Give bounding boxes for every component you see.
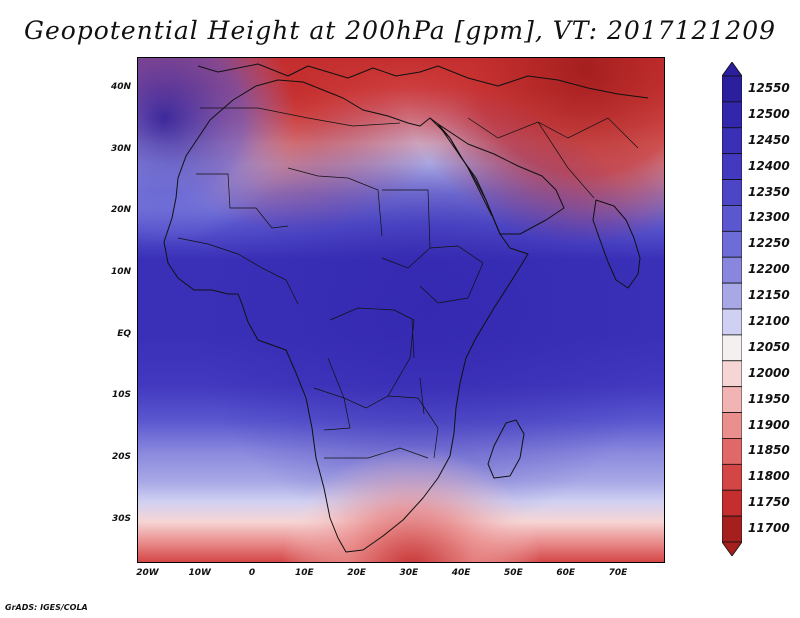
lat-tick-label: EQ — [117, 328, 131, 339]
colorbar-level-label: 12050 — [748, 339, 790, 354]
coastlines — [163, 63, 649, 553]
red-sea — [429, 117, 493, 217]
colorbar-max-arrow — [722, 62, 742, 77]
colorbar-level-label: 12550 — [748, 80, 790, 95]
border-west-africa — [177, 237, 299, 305]
border-iran-pak — [537, 121, 595, 199]
country-borders — [177, 107, 639, 459]
india-coastline — [592, 199, 641, 289]
map-canvas — [138, 58, 664, 562]
colorbar-level-label: 12100 — [748, 313, 790, 328]
colorbar-swatch — [722, 386, 742, 413]
border-lakes — [411, 319, 425, 415]
colorbar-swatch — [722, 360, 742, 388]
colorbar-level-label: 11900 — [748, 417, 790, 432]
border-sahara-north — [200, 107, 401, 127]
colorbar-level-label: 11750 — [748, 495, 790, 510]
lon-tick-label: 20E — [347, 568, 366, 578]
border-middle-east — [467, 117, 639, 149]
colorbar-swatch — [722, 282, 742, 310]
border-niger-chad — [287, 167, 383, 237]
lon-tick-label: 40E — [451, 568, 471, 578]
colorbar-level-label: 12450 — [748, 132, 790, 147]
lat-tick-label: 10S — [111, 390, 131, 401]
colorbar-swatch — [722, 127, 742, 155]
arabia-coastline — [437, 123, 565, 235]
colorbar-level-label: 12000 — [748, 365, 790, 380]
border-zambia-moz — [387, 395, 439, 459]
lon-tick-label: 20W — [136, 568, 159, 578]
colorbar-level-label: 12500 — [748, 106, 790, 121]
colorbar-level-label: 11700 — [748, 521, 790, 536]
colorbar-level-label: 12150 — [748, 288, 790, 303]
lon-tick-label: 70E — [608, 568, 628, 578]
grads-footer: GrADS: IGES/COLA — [5, 603, 88, 612]
colorbar-swatch — [722, 515, 742, 543]
border-drc — [327, 307, 415, 409]
colorbar-level-label: 12400 — [748, 158, 790, 173]
colorbar-swatch — [722, 489, 742, 517]
border-south-africa — [324, 447, 429, 459]
colorbar — [722, 62, 742, 556]
lat-tick-label: 30N — [110, 143, 131, 154]
colorbar-level-label: 11950 — [748, 391, 790, 406]
colorbar-level-label: 11800 — [748, 469, 790, 484]
colorbar-swatch — [722, 463, 742, 491]
colorbar-swatch — [722, 153, 742, 180]
colorbar-level-label: 12300 — [748, 210, 790, 225]
height-low-south — [138, 58, 664, 562]
colorbar-level-label: 12200 — [748, 262, 790, 277]
lon-tick-label: 0 — [248, 568, 256, 578]
colorbar-swatch — [722, 438, 742, 465]
colorbar-swatch — [722, 101, 742, 129]
colorbar-level-label: 11850 — [748, 443, 790, 458]
lon-tick-label: 60E — [556, 568, 576, 578]
colorbar-swatch — [722, 75, 742, 103]
colorbar-swatch — [722, 334, 742, 362]
lat-tick-label: 40N — [110, 81, 131, 92]
europe-coastline — [197, 63, 649, 99]
africa-coastline — [163, 79, 529, 553]
lon-tick-label: 10W — [188, 568, 211, 578]
madagascar-coastline — [487, 419, 525, 479]
lon-tick-label: 10E — [294, 568, 314, 578]
lat-tick-label: 30S — [111, 513, 131, 524]
colorbar-swatch — [722, 308, 742, 336]
colorbar-swatch — [722, 205, 742, 232]
colorbar-min-arrow — [722, 541, 742, 556]
colorbar-level-label: 12250 — [748, 236, 790, 251]
lat-tick-label: 20N — [110, 205, 131, 216]
colorbar-swatch — [722, 412, 742, 439]
border-angola-namibia — [313, 387, 351, 431]
lat-tick-label: 10N — [110, 266, 131, 277]
lon-tick-label: 50E — [504, 568, 523, 578]
lat-tick-label: 20S — [111, 452, 131, 463]
map-title: Geopotential Height at 200hPa [gpm], VT:… — [23, 16, 777, 45]
colorbar-swatch — [722, 179, 742, 206]
colorbar-level-label: 12350 — [748, 184, 790, 199]
colorbar-swatch — [722, 256, 742, 284]
lon-tick-label: 30E — [399, 568, 419, 578]
border-mali — [196, 173, 289, 229]
colorbar-swatch — [722, 230, 742, 258]
map-panel — [137, 57, 665, 563]
border-ethiopia — [419, 245, 484, 304]
